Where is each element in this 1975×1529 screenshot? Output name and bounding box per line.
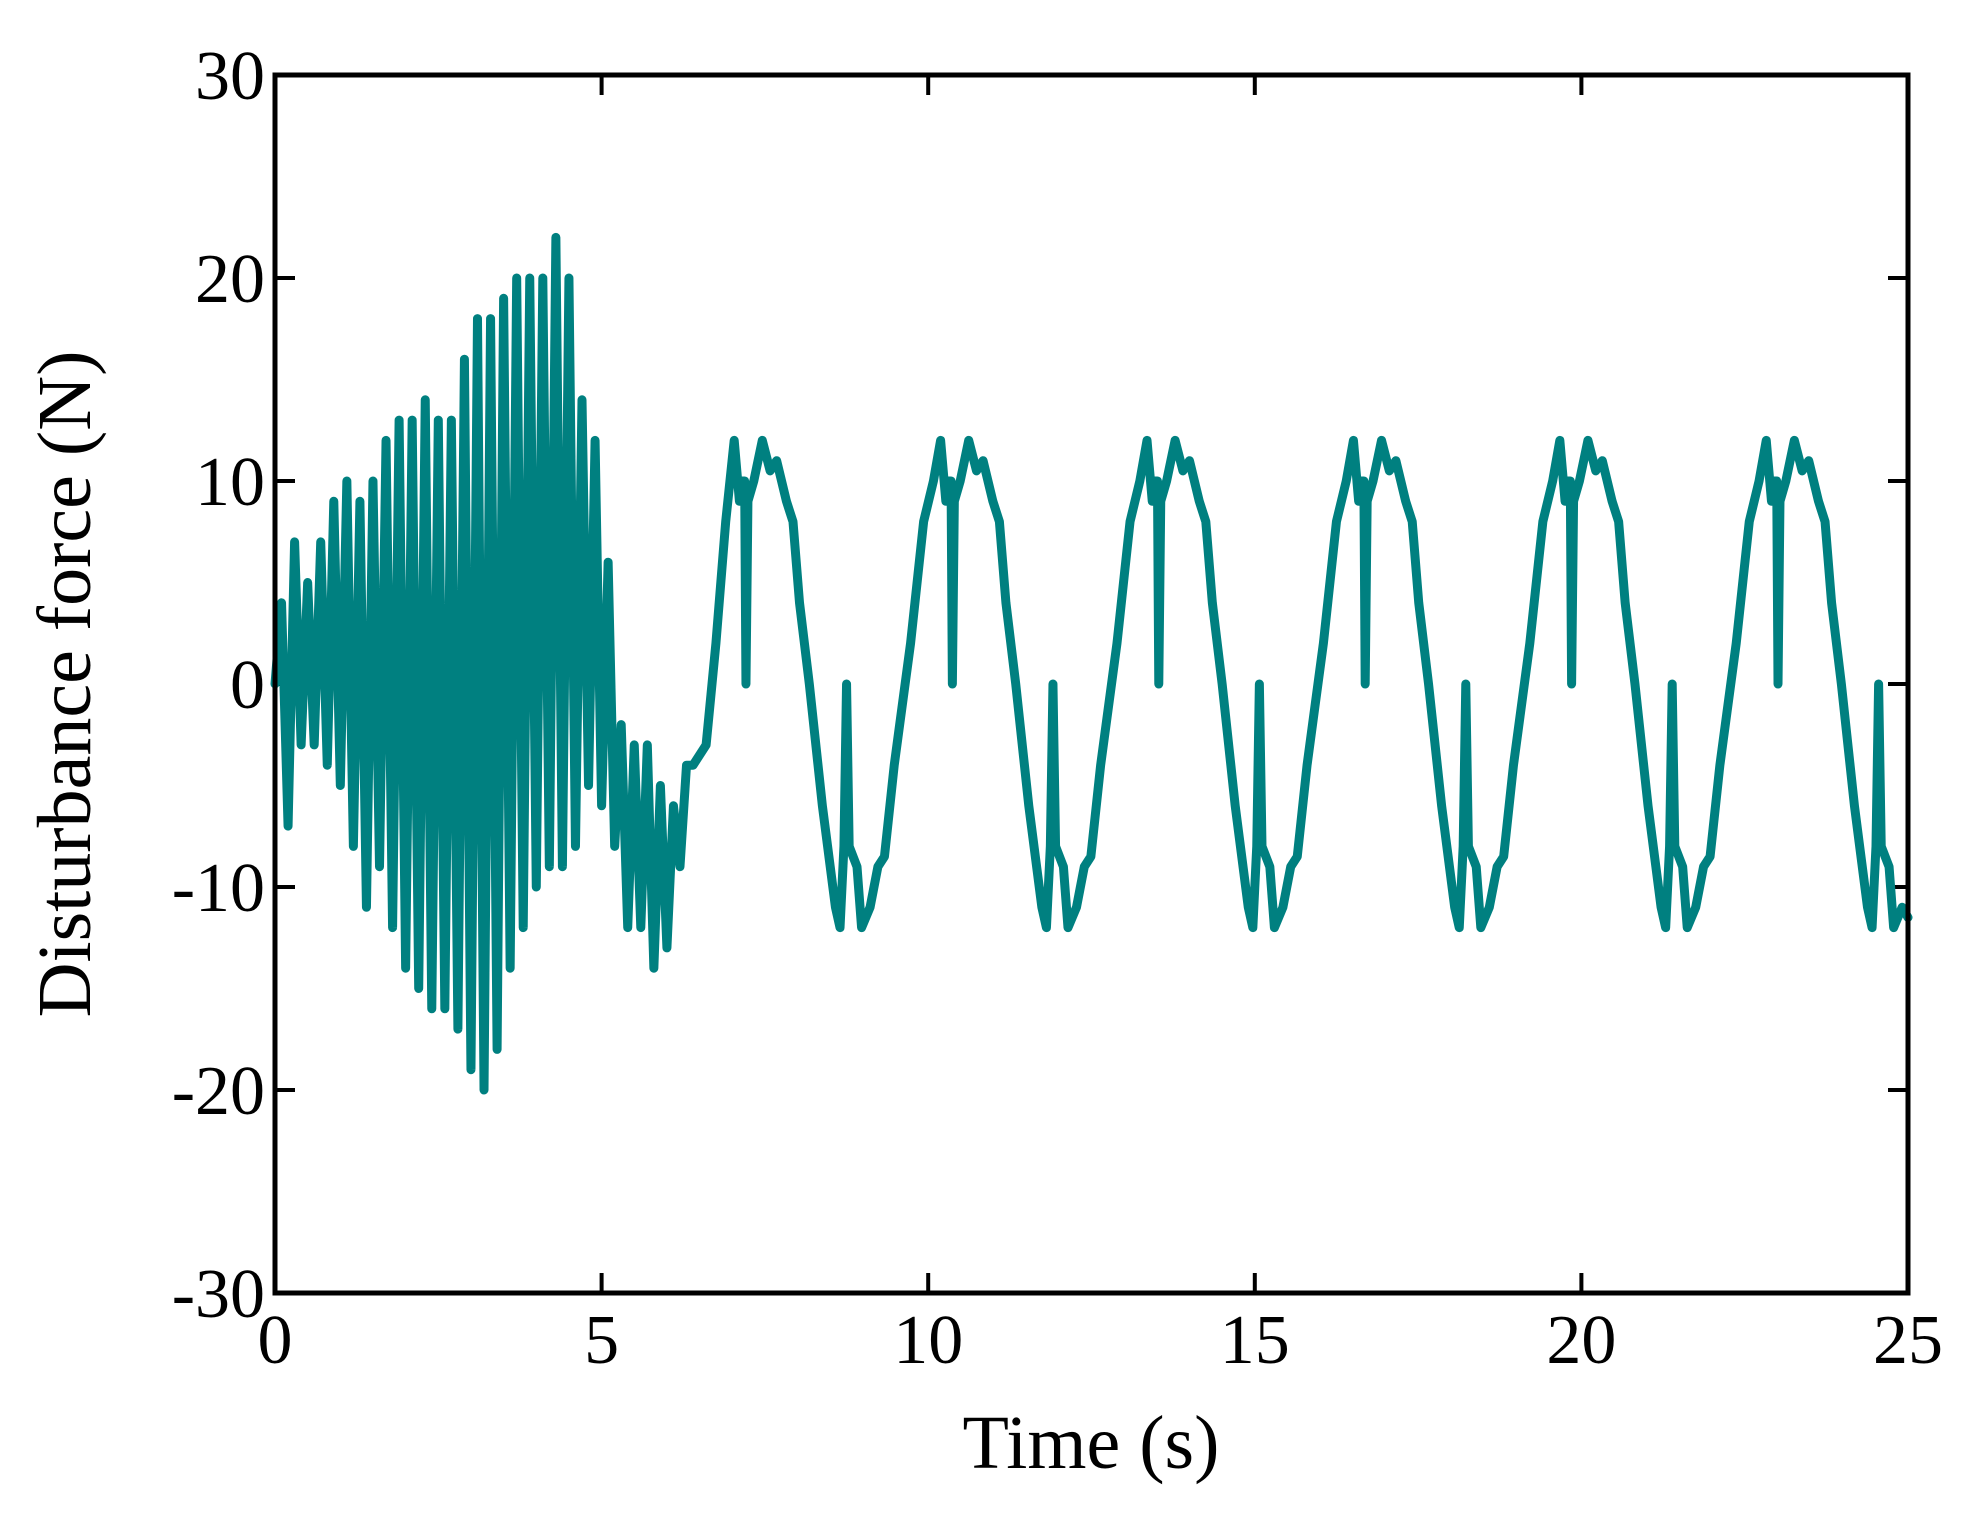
y-tick-label: 10: [195, 444, 265, 521]
y-tick-label: -20: [172, 1053, 265, 1130]
y-tick-label: 30: [195, 38, 265, 115]
x-tick-label: 5: [584, 1302, 619, 1379]
y-tick-label: -10: [172, 850, 265, 927]
x-tick-label: 0: [258, 1302, 293, 1379]
y-tick-label: 0: [230, 647, 265, 724]
y-tick-label: 20: [195, 241, 265, 318]
y-tick-label: -30: [172, 1256, 265, 1333]
x-tick-label: 15: [1220, 1302, 1290, 1379]
y-axis-title: Disturbance force (N): [23, 351, 107, 1018]
x-axis-title: Time (s): [963, 1401, 1220, 1485]
data-line: [270, 232, 1913, 1095]
plot-frame: [272, 72, 1911, 1296]
x-tick-label: 20: [1546, 1302, 1616, 1379]
x-tick-label: 10: [893, 1302, 963, 1379]
x-tick-label: 25: [1873, 1302, 1943, 1379]
